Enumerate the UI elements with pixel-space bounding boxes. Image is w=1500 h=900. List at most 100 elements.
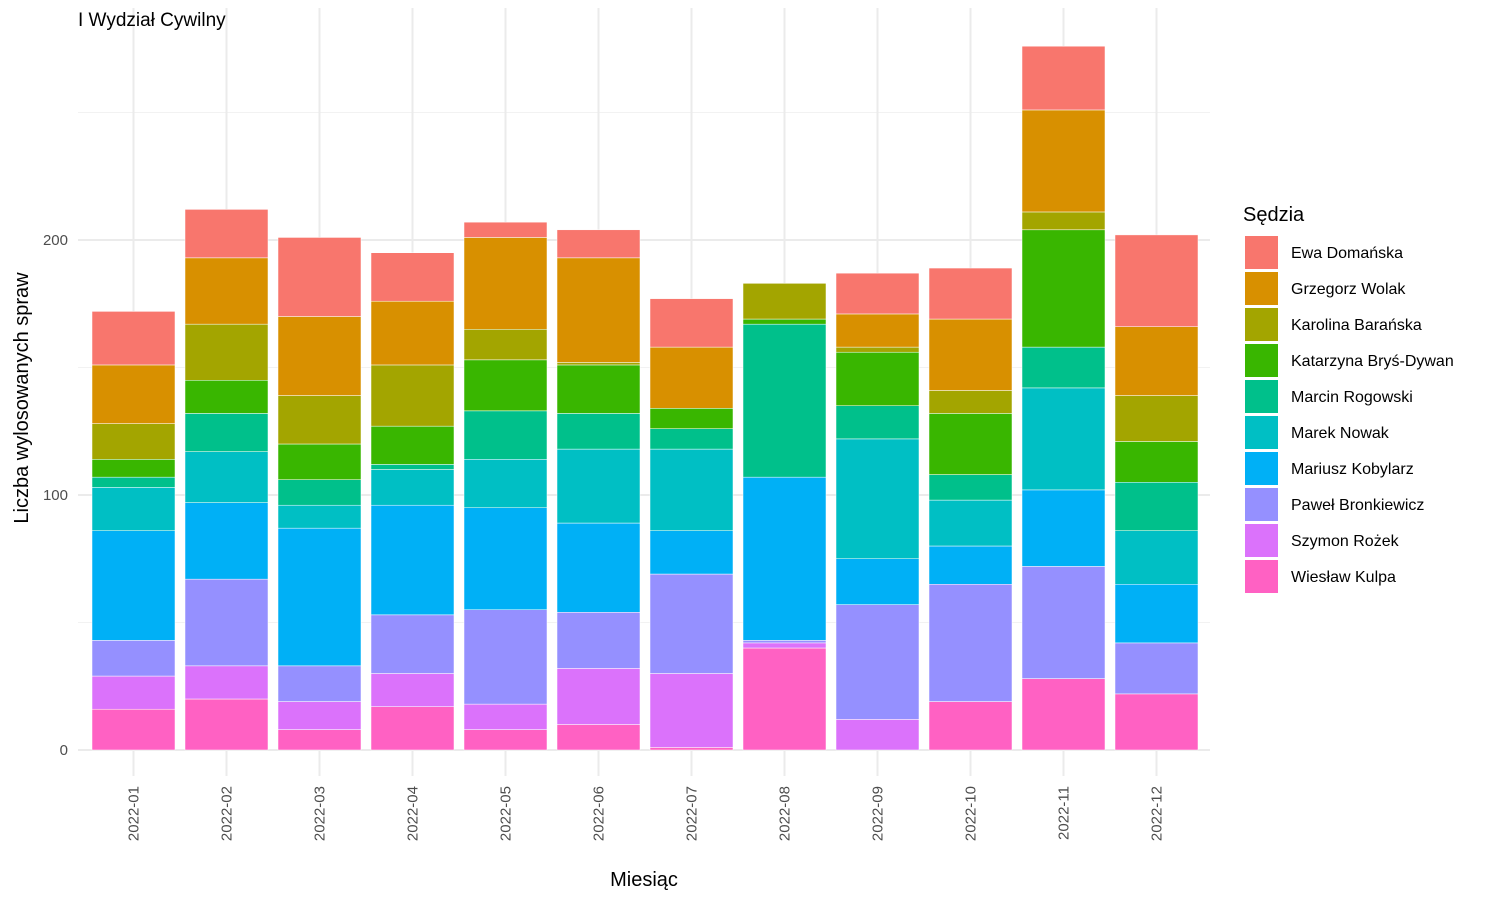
bar-segment	[835, 604, 920, 720]
bar-segment	[928, 499, 1013, 547]
x-tick-label: 2022-12	[1149, 786, 1166, 841]
bar-segment	[649, 448, 734, 531]
bar-segment	[277, 665, 362, 702]
y-tick-label: 0	[60, 742, 68, 759]
bar-segment	[91, 364, 176, 424]
bar-segment	[1021, 678, 1106, 751]
bar-segment	[649, 573, 734, 674]
bar-segment	[277, 395, 362, 445]
bar-segment	[184, 451, 269, 503]
legend-label: Mariusz Kobylarz	[1291, 461, 1414, 478]
bar-segment	[1021, 211, 1106, 231]
bar-segment	[835, 272, 920, 315]
legend-label: Wiesław Kulpa	[1291, 569, 1396, 586]
legend-label: Paweł Bronkiewicz	[1291, 497, 1424, 514]
bar-segment	[463, 221, 548, 238]
bar-segment	[463, 237, 548, 330]
bar-segment	[370, 706, 455, 751]
legend-key	[1245, 452, 1278, 485]
bar-segment	[1114, 530, 1199, 585]
bar-segment	[91, 423, 176, 460]
bar-segment	[370, 464, 455, 470]
bar-segment	[277, 701, 362, 730]
legend-key	[1245, 308, 1278, 341]
bar-segment	[742, 647, 827, 751]
legend-label: Szymon Rożek	[1291, 533, 1400, 550]
bar-segment	[556, 724, 641, 751]
bar-segment	[1021, 566, 1106, 679]
bar-segment	[463, 359, 548, 412]
bar-segment	[1021, 387, 1106, 491]
bar-segment	[184, 209, 269, 259]
bar-segment	[556, 668, 641, 725]
bar-segment	[370, 300, 455, 366]
bar-segment	[184, 380, 269, 414]
legend-label: Marek Nowak	[1291, 425, 1390, 442]
y-tick-label: 100	[43, 487, 68, 504]
bar-segment	[1114, 693, 1199, 751]
legend-key	[1245, 380, 1278, 413]
bar-segment	[370, 364, 455, 427]
legend: Sędzia Ewa Domańska Grzegorz Wolak Karolin…	[1243, 204, 1454, 593]
bar-segment	[91, 530, 176, 641]
bar-segment	[928, 584, 1013, 702]
bar-segment	[184, 502, 269, 580]
legend-key	[1245, 524, 1278, 557]
x-tick-label: 2022-06	[591, 786, 608, 841]
bar-segment	[91, 459, 176, 478]
bar-segment	[1114, 326, 1199, 396]
bar-segment	[370, 673, 455, 707]
x-tick-label: 2022-04	[405, 786, 422, 841]
bar-segment	[649, 408, 734, 429]
legend-label: Marcin Rogowski	[1291, 389, 1413, 406]
bar-segment	[649, 428, 734, 450]
bar-segment	[184, 413, 269, 452]
bar-segment	[463, 410, 548, 460]
bar-segment	[91, 311, 176, 366]
bar-segment	[742, 476, 827, 641]
bar-segment	[184, 578, 269, 667]
bar-segment	[91, 675, 176, 710]
chart-title: I Wydział Cywilny	[78, 10, 226, 31]
bar-segment	[1114, 642, 1199, 695]
bar-segment	[742, 318, 827, 325]
bar-segment	[928, 545, 1013, 585]
bar-segment	[928, 701, 1013, 751]
legend-key	[1245, 560, 1278, 593]
x-axis-title: Miesiąc	[610, 869, 678, 891]
x-tick-label: 2022-01	[126, 786, 143, 841]
y-axis-title: Liczba wylosowanych spraw	[11, 272, 33, 524]
bar-segment	[1021, 229, 1106, 348]
bar-segment	[556, 229, 641, 259]
bar-segment	[742, 640, 827, 644]
bar-segment	[835, 719, 920, 751]
bar-segment	[556, 413, 641, 450]
legend-label: Katarzyna Bryś-Dywan	[1291, 353, 1454, 370]
bar-segment	[277, 527, 362, 667]
bar-segment	[1114, 482, 1199, 531]
bar-segment	[1114, 395, 1199, 442]
bar-segment	[370, 252, 455, 302]
bar-segment	[463, 609, 548, 705]
bar-segment	[463, 729, 548, 751]
legend-label: Grzegorz Wolak	[1291, 281, 1406, 298]
bars-layer	[91, 45, 1199, 751]
bar-segment	[556, 362, 641, 366]
bar-segment	[1021, 45, 1106, 111]
bar-segment	[556, 448, 641, 524]
bar-segment	[649, 747, 734, 751]
bar-segment	[91, 476, 176, 488]
bar-segment	[277, 237, 362, 317]
legend-label: Karolina Barańska	[1291, 317, 1422, 334]
bar-segment	[742, 323, 827, 478]
bar-segment	[184, 257, 269, 325]
bar-segment	[277, 504, 362, 529]
bar-segment	[91, 640, 176, 677]
bar-segment	[277, 443, 362, 480]
bar-segment	[835, 346, 920, 353]
bar-segment	[277, 316, 362, 396]
bar-segment	[649, 346, 734, 409]
bar-segment	[556, 612, 641, 669]
